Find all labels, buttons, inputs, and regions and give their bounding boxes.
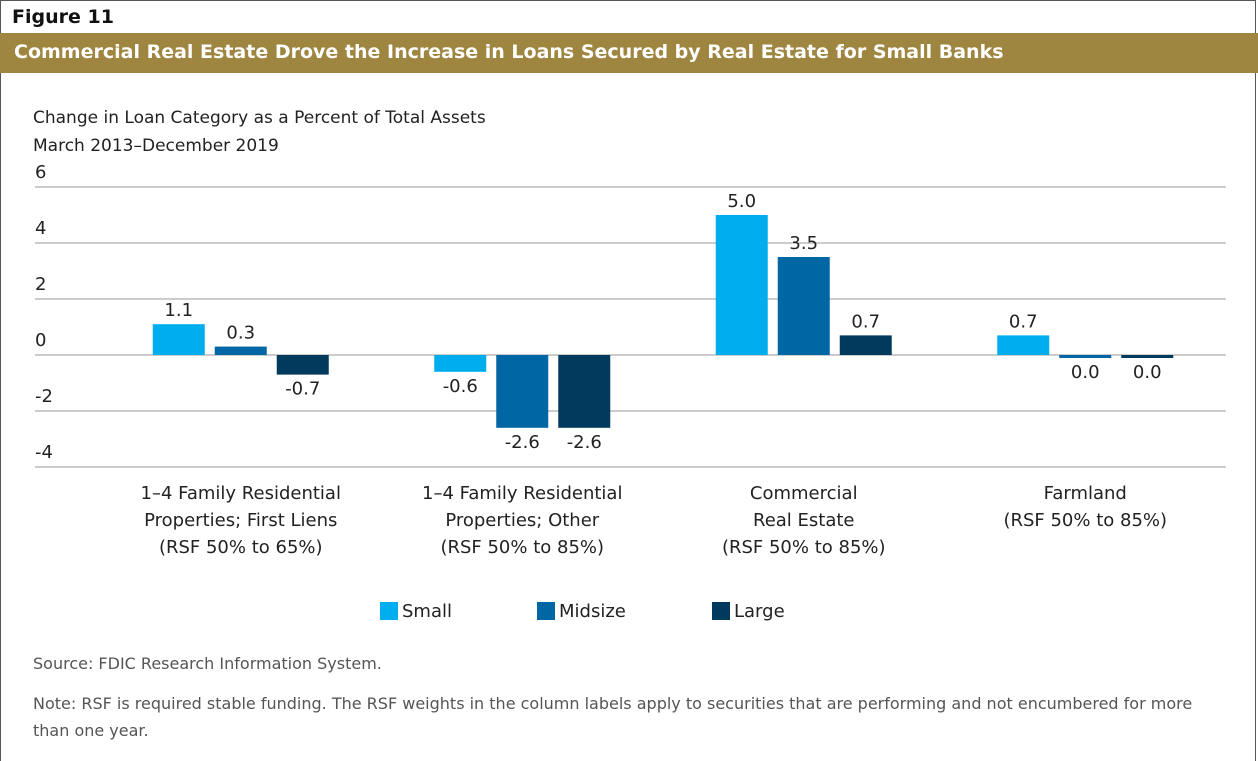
y-tick-label: 2 <box>35 274 46 295</box>
x-tick-label: Farmland (RSF 50% to 85%) <box>1003 483 1168 531</box>
bar <box>997 335 1050 355</box>
subtitle: March 2013–December 2019 <box>33 136 279 156</box>
data-label: 0.0 <box>1071 362 1100 383</box>
legend-label: Midsize <box>559 601 626 622</box>
data-label: 0.0 <box>1133 362 1162 383</box>
bar <box>496 355 549 428</box>
x-tick-label: 1–4 Family Residential Properties; Other… <box>422 483 623 558</box>
note: Note: RSF is required stable funding. Th… <box>33 694 1193 740</box>
source: Source: FDIC Research Information System… <box>33 654 382 673</box>
bar <box>839 335 892 355</box>
y-tick-label: 0 <box>35 330 46 351</box>
subtitle: Change in Loan Category as a Percent of … <box>33 108 486 128</box>
data-label: -0.7 <box>285 379 320 400</box>
bar <box>1121 355 1174 358</box>
legend-swatch <box>712 602 730 620</box>
data-label: 1.1 <box>164 300 193 321</box>
bar <box>1059 355 1112 358</box>
legend-label: Large <box>734 601 785 622</box>
bar <box>276 355 329 375</box>
bar <box>152 324 205 355</box>
x-tick-label: 1–4 Family Residential Properties; First… <box>140 483 341 558</box>
data-label: 0.7 <box>851 311 880 332</box>
chart-title: Commercial Real Estate Drove the Increas… <box>14 41 1004 63</box>
bar <box>214 346 267 355</box>
data-label: 3.5 <box>789 233 818 254</box>
bar <box>434 355 487 372</box>
data-label: 0.3 <box>226 323 255 344</box>
data-label: -0.6 <box>443 376 478 397</box>
data-label: -2.6 <box>567 432 602 453</box>
data-label: -2.6 <box>505 432 540 453</box>
data-label: 5.0 <box>727 191 756 212</box>
legend-swatch <box>537 602 555 620</box>
y-tick-label: -2 <box>35 386 53 407</box>
legend-label: Small <box>402 601 452 622</box>
x-tick-label: Commercial Real Estate (RSF 50% to 85%) <box>721 483 886 558</box>
y-tick-label: 4 <box>35 218 46 239</box>
y-tick-label: 6 <box>35 162 46 183</box>
legend-swatch <box>380 602 398 620</box>
figure-label: Figure 11 <box>12 6 114 28</box>
title-banner <box>0 33 1258 73</box>
bar <box>558 355 611 428</box>
bar <box>777 257 830 355</box>
data-label: 0.7 <box>1009 311 1038 332</box>
y-tick-label: -4 <box>35 442 53 463</box>
bar <box>715 215 768 355</box>
